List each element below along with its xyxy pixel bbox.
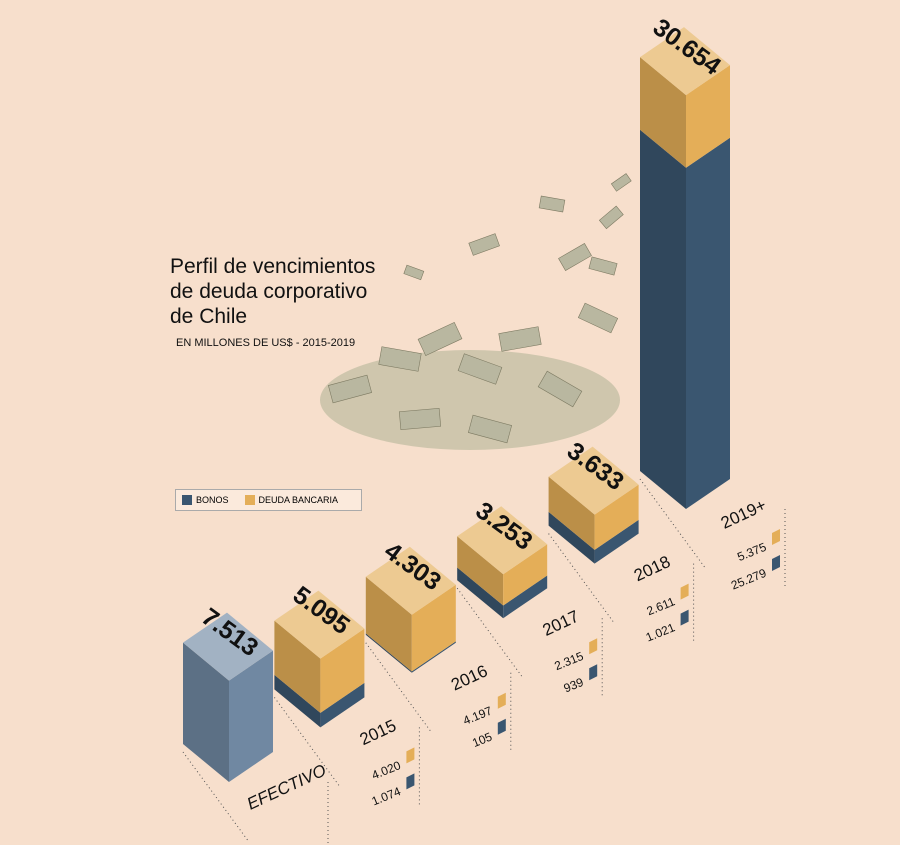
legend: BONOS DEUDA BANCARIA	[175, 489, 362, 511]
bar	[548, 511, 639, 564]
bar-left-face	[640, 57, 686, 168]
chart-title: Perfil de vencimientos de deuda corporat…	[170, 255, 376, 328]
value-label: 939	[562, 675, 586, 696]
value-label: 2.315	[552, 649, 585, 673]
bar-left-face	[274, 620, 321, 713]
value-swatch	[406, 747, 415, 764]
bar-right-face	[503, 575, 548, 619]
value-label: 4.197	[461, 703, 494, 727]
bar	[457, 506, 548, 606]
legend-label: DEUDA BANCARIA	[258, 495, 339, 505]
legend-swatch	[182, 495, 192, 505]
bar-top-face	[640, 27, 730, 96]
bar	[365, 546, 456, 672]
bar-left-face	[457, 567, 504, 619]
legend-label: BONOS	[196, 495, 229, 505]
bar-top-face	[183, 612, 273, 681]
value-swatch	[497, 718, 506, 735]
legend-item: DEUDA BANCARIA	[244, 495, 339, 505]
legend-item: BONOS	[182, 495, 229, 505]
bar-right-face	[594, 519, 639, 564]
x-tick-label: 2019+	[718, 495, 769, 532]
bar-right-face	[686, 65, 730, 168]
bar	[274, 590, 365, 713]
value-swatch	[589, 664, 598, 681]
bar-right-face	[503, 544, 548, 606]
value-swatch	[772, 555, 780, 571]
bar-top-face	[548, 446, 639, 515]
bar-left-face	[548, 511, 595, 564]
value-swatch	[680, 583, 689, 600]
bar-top-face	[457, 506, 548, 575]
value-swatch	[589, 638, 598, 655]
bar-right-face	[411, 641, 456, 673]
value-label: 25.279	[729, 566, 769, 593]
bar	[183, 612, 273, 782]
bar-left-face	[365, 633, 412, 673]
bar	[640, 129, 730, 509]
bar	[274, 674, 365, 728]
value-label: 4.020	[370, 758, 403, 782]
bar-right-face	[229, 650, 273, 782]
bar	[457, 567, 548, 619]
x-tick-label: 2015	[357, 716, 399, 749]
bar-top-face	[274, 590, 365, 659]
x-tick-label: 2018	[631, 552, 673, 585]
bar-right-face	[594, 484, 639, 550]
bar-top-face	[365, 546, 456, 615]
bar-right-face	[686, 137, 730, 509]
bar-right-face	[411, 584, 456, 672]
chart-subtitle: EN MILLONES DE US$ - 2015-2019	[176, 337, 356, 349]
value-swatch	[497, 692, 506, 709]
bar-right-face	[320, 682, 365, 728]
bar	[548, 446, 639, 550]
bar-left-face	[548, 476, 595, 550]
bar-left-face	[365, 576, 412, 672]
x-tick-label: 2016	[448, 661, 490, 694]
value-label: 2.611	[645, 594, 678, 618]
value-swatch	[772, 529, 780, 545]
x-tick-label: 2017	[540, 607, 582, 640]
value-label: 1.021	[644, 620, 677, 644]
value-swatch	[680, 609, 689, 626]
x-tick-label: EFECTIVO	[244, 761, 329, 814]
legend-swatch	[244, 495, 255, 505]
value-label: 1.074	[370, 784, 403, 808]
value-label: 105	[470, 729, 494, 750]
bar-left-face	[640, 129, 686, 509]
bar-left-face	[183, 642, 229, 782]
bar	[640, 27, 730, 168]
value-label: 5.375	[735, 540, 768, 564]
bar-right-face	[320, 628, 365, 713]
bar-left-face	[274, 674, 321, 728]
value-swatch	[406, 773, 415, 790]
bar-left-face	[457, 536, 504, 606]
bar	[365, 633, 456, 673]
money-decoration	[320, 173, 632, 450]
